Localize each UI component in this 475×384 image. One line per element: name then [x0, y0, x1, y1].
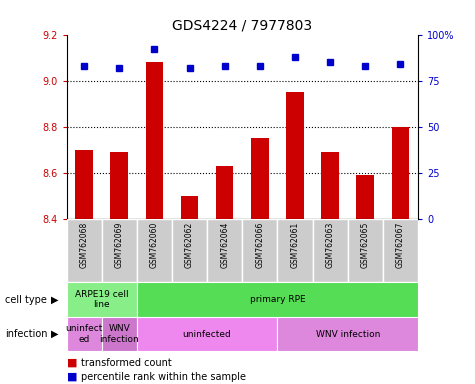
Bar — [207, 219, 242, 282]
Bar — [102, 317, 137, 351]
Bar — [66, 219, 102, 282]
Bar — [277, 219, 313, 282]
Bar — [172, 219, 207, 282]
Text: GSM762062: GSM762062 — [185, 222, 194, 268]
Bar — [66, 282, 137, 317]
Bar — [356, 175, 374, 219]
Bar — [383, 219, 418, 282]
Text: primary RPE: primary RPE — [249, 295, 305, 304]
Bar — [391, 127, 409, 219]
Bar — [75, 150, 93, 219]
Bar — [313, 219, 348, 282]
Bar — [102, 219, 137, 282]
Text: GSM762068: GSM762068 — [80, 222, 88, 268]
Bar — [242, 219, 277, 282]
Text: GSM762069: GSM762069 — [115, 222, 124, 268]
Text: cell type: cell type — [5, 295, 47, 305]
Text: ■: ■ — [66, 372, 77, 382]
Bar — [66, 317, 102, 351]
Bar — [321, 152, 339, 219]
Bar — [180, 196, 199, 219]
Text: percentile rank within the sample: percentile rank within the sample — [81, 372, 246, 382]
Text: GSM762063: GSM762063 — [326, 222, 334, 268]
Text: ▶: ▶ — [51, 295, 58, 305]
Bar — [216, 166, 233, 219]
Text: GSM762066: GSM762066 — [256, 222, 264, 268]
Text: GSM762061: GSM762061 — [291, 222, 299, 268]
Bar — [286, 92, 304, 219]
Bar — [137, 219, 172, 282]
Text: uninfect
ed: uninfect ed — [66, 324, 103, 344]
Text: transformed count: transformed count — [81, 358, 171, 368]
Text: GSM762060: GSM762060 — [150, 222, 159, 268]
Bar — [251, 138, 269, 219]
Text: ARPE19 cell
line: ARPE19 cell line — [75, 290, 128, 309]
Text: ▶: ▶ — [51, 329, 58, 339]
Text: ■: ■ — [66, 358, 77, 368]
Bar — [137, 282, 418, 317]
Text: GSM762065: GSM762065 — [361, 222, 370, 268]
Bar — [145, 62, 163, 219]
Text: uninfected: uninfected — [183, 329, 231, 339]
Text: WNV
infection: WNV infection — [99, 324, 139, 344]
Bar — [110, 152, 128, 219]
Text: infection: infection — [5, 329, 47, 339]
Bar — [137, 317, 277, 351]
Text: WNV infection: WNV infection — [315, 329, 380, 339]
Text: GSM762067: GSM762067 — [396, 222, 405, 268]
Text: GSM762064: GSM762064 — [220, 222, 229, 268]
Bar — [277, 317, 418, 351]
Title: GDS4224 / 7977803: GDS4224 / 7977803 — [172, 18, 313, 32]
Bar — [348, 219, 383, 282]
